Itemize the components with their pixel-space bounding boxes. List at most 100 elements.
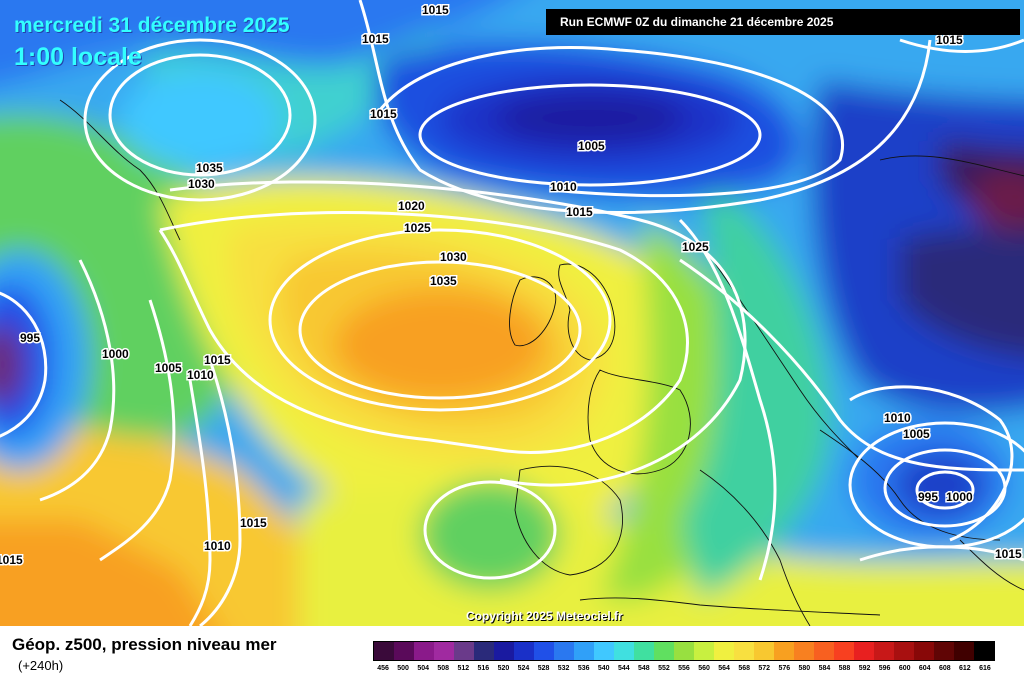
color-scale-ticks: 456 500 504 508 512 516 520 524 528 532 536 540 544 5… [373,665,995,672]
pressure-label: 1015 [362,32,389,46]
isobar-995-med [915,470,975,510]
coastlines [59,99,1024,626]
scale-tick-label: 500 [397,665,409,672]
pressure-label: 1015 [422,3,449,17]
isobar-1015-north [358,0,932,214]
pressure-label: 1015 [936,33,963,47]
isobars [0,0,1024,626]
color-swatch [534,642,554,660]
pressure-label: 1030 [440,250,467,264]
scale-tick-label: 456 [377,665,389,672]
scale-tick-label: 544 [617,665,630,672]
scale-tick-label: 564 [718,665,730,672]
pressure-label: 1015 [566,205,593,219]
isobar-1010-west [188,379,212,626]
color-swatch [454,642,474,660]
color-swatch [874,642,894,660]
isobar-1015-northeast [899,38,1024,54]
lead-time: (+240h) [18,658,64,673]
isobar-1025-east [678,218,777,581]
scale-tick-label: 612 [959,665,971,672]
pressure-label: 1010 [884,411,911,425]
pressure-label: 1000 [102,347,129,361]
scale-tick-label: 616 [979,665,991,672]
pressure-label: 1015 [240,516,267,530]
color-swatch [514,642,534,660]
scale-tick-label: 512 [457,665,470,672]
scale-tick-label: 552 [658,665,670,672]
color-swatch [834,642,854,660]
scale-tick-label: 608 [938,665,951,672]
isobar-1010-east [849,385,1014,542]
scale-tick-label: 572 [758,665,771,672]
isobar-1010-north [378,46,844,198]
pressure-label: 1015 [995,547,1022,561]
pressure-label: 1015 [370,107,397,121]
isobar-1030-high [268,228,612,412]
color-swatch [714,642,734,660]
pressure-label: 1035 [430,274,457,288]
scale-tick-label: 584 [818,665,831,672]
pressure-label: 1025 [682,240,709,254]
isobar-1015-south [859,545,1024,562]
forecast-time: 1:00 locale [14,43,142,71]
isobar-1015-azores [423,480,557,580]
color-swatch [394,642,414,660]
scale-tick-label: 580 [798,665,811,672]
color-swatch [754,642,774,660]
pressure-label: 1030 [188,177,215,191]
color-swatch [574,642,594,660]
color-swatch [634,642,654,660]
isobar-1015-west [199,359,242,626]
color-swatch [554,642,574,660]
isobar-1025 [158,211,689,454]
color-swatch [814,642,834,660]
pressure-label: 1005 [578,139,605,153]
scale-tick-label: 588 [838,665,851,672]
color-swatch [794,642,814,660]
pressure-label: 1025 [404,221,431,235]
color-swatch [914,642,934,660]
scale-tick-label: 576 [778,665,791,672]
isobar-1035-high [298,260,582,400]
forecast-date: mercredi 31 décembre 2025 [14,14,290,37]
scale-tick-label: 600 [898,665,911,672]
color-swatch [674,642,694,660]
isobar-1005-north [418,83,762,187]
color-swatch [734,642,754,660]
field-title: Géop. z500, pression niveau mer [12,635,277,654]
scale-tick-label: 536 [577,665,590,672]
isobar-1000-west [39,259,116,502]
scale-tick-label: 596 [878,665,891,672]
geopotential-field [0,0,1024,626]
pressure-label: 1015 [0,553,23,567]
scale-tick-label: 516 [477,665,490,672]
scale-tick-label: 524 [517,665,530,672]
legend-footer: Géop. z500, pression niveau mer (+240h) … [0,626,1024,683]
pressure-label: 1020 [398,199,425,213]
isobar-1005-west [99,299,176,562]
color-swatch [594,642,614,660]
color-scale [373,641,995,661]
scale-tick-label: 520 [497,665,510,672]
pressure-label: 1035 [196,161,223,175]
scale-tick-label: 532 [557,665,570,672]
copyright-notice: Copyright 2025 Meteociel.fr [466,609,623,623]
scale-tick-label: 560 [698,665,710,672]
pressure-label: 995 [918,490,938,504]
scale-tick-label: 508 [437,665,450,672]
pressure-label: 1005 [155,361,182,375]
color-swatch [774,642,794,660]
color-swatch [954,642,974,660]
pressure-label: 1005 [903,427,930,441]
isobar-995-west [0,291,48,438]
color-swatch [654,642,674,660]
color-swatch [974,642,994,660]
isobar-1030-greenland [83,38,317,202]
scale-tick-label: 548 [638,665,650,672]
color-swatch [474,642,494,660]
color-swatch [374,642,394,660]
scale-tick-label: 592 [858,665,871,672]
color-swatch [614,642,634,660]
scale-tick-label: 540 [597,665,610,672]
